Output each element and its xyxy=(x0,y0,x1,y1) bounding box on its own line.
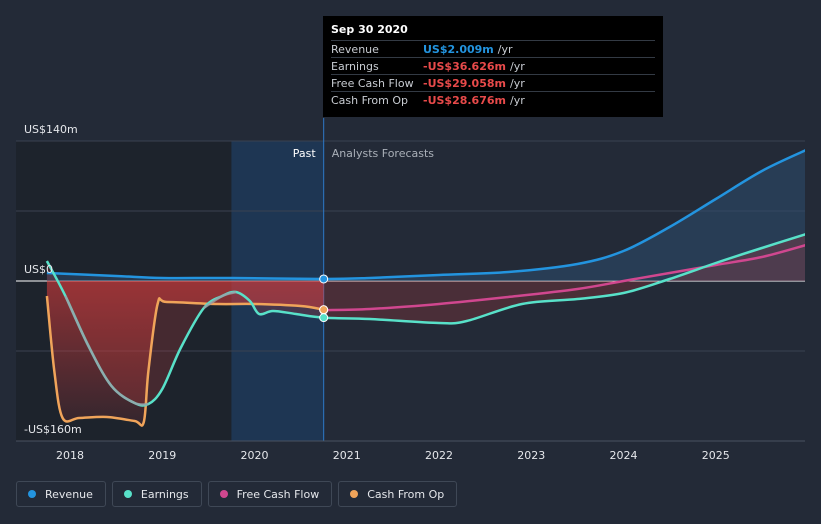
tooltip-label: Cash From Op xyxy=(331,93,409,107)
tooltip-unit: /yr xyxy=(509,59,525,73)
legend-dot-icon xyxy=(28,490,36,498)
tooltip-unit: /yr xyxy=(509,76,525,90)
tooltip-value: -US$29.058m xyxy=(423,76,506,90)
earnings-marker xyxy=(319,313,329,323)
tooltip-row-free-cash-flow: Free Cash Flow -US$29.058m /yr xyxy=(331,74,655,91)
tooltip-label: Revenue xyxy=(331,42,379,56)
tooltip-value: US$2.009m xyxy=(423,42,494,56)
tooltip-unit: /yr xyxy=(509,93,525,107)
y-tick-label: -US$160m xyxy=(24,423,82,436)
cash-from-op-line xyxy=(45,295,324,427)
x-tick-label: 2022 xyxy=(425,449,453,462)
tooltip-label: Free Cash Flow xyxy=(331,76,414,90)
y-tick-label: US$140m xyxy=(24,123,78,136)
earnings-past-line xyxy=(64,295,149,406)
revenue-marker xyxy=(319,274,329,284)
x-tick-label: 2018 xyxy=(56,449,84,462)
legend-label: Revenue xyxy=(45,487,93,501)
y-tick-label: US$0 xyxy=(24,263,53,276)
x-tick-label: 2024 xyxy=(610,449,638,462)
forecast-label: Analysts Forecasts xyxy=(332,147,435,160)
earnings-area xyxy=(46,234,805,406)
x-tick-label: 2019 xyxy=(148,449,176,462)
legend-item-cash-from-op[interactable]: Cash From Op xyxy=(338,481,458,507)
tooltip-label: Earnings xyxy=(331,59,379,73)
x-tick-label: 2021 xyxy=(333,449,361,462)
legend-label: Earnings xyxy=(140,487,189,501)
legend-label: Cash From Op xyxy=(367,487,445,501)
past-label: Past xyxy=(293,147,317,160)
legend-dot-icon xyxy=(123,490,132,498)
x-tick-label: 2025 xyxy=(702,449,730,462)
free-cash-flow-line xyxy=(323,244,805,312)
revenue-line xyxy=(46,149,805,281)
legend-item-earnings[interactable]: Earnings xyxy=(111,481,202,507)
revenue-area xyxy=(46,150,805,281)
tooltip-row-revenue: Revenue US$2.009m /yr xyxy=(331,40,655,57)
tooltip-value: -US$28.676m xyxy=(423,93,506,107)
legend-item-free-cash-flow[interactable]: Free Cash Flow xyxy=(207,481,333,507)
legend: Revenue Earnings Free Cash Flow Cash Fro… xyxy=(16,481,458,507)
tooltip-row-cash-from-op: Cash From Op -US$28.676m /yr xyxy=(331,91,655,108)
tooltip-value: -US$36.626m xyxy=(423,59,506,73)
legend-label: Free Cash Flow xyxy=(236,487,320,501)
earnings-past-line xyxy=(203,290,237,310)
cash-from-op-marker xyxy=(319,305,329,315)
legend-dot-icon xyxy=(350,490,359,498)
tooltip-row-earnings: Earnings -US$36.626m /yr xyxy=(331,57,655,74)
x-tick-label: 2023 xyxy=(517,449,545,462)
tooltip-unit: /yr xyxy=(497,42,513,56)
tooltip-date: Sep 30 2020 xyxy=(331,23,408,36)
legend-dot-icon xyxy=(219,490,228,498)
legend-item-revenue[interactable]: Revenue xyxy=(16,481,106,507)
x-tick-label: 2020 xyxy=(241,449,269,462)
tooltip: Sep 30 2020 Revenue US$2.009m /yr Earnin… xyxy=(323,16,663,117)
